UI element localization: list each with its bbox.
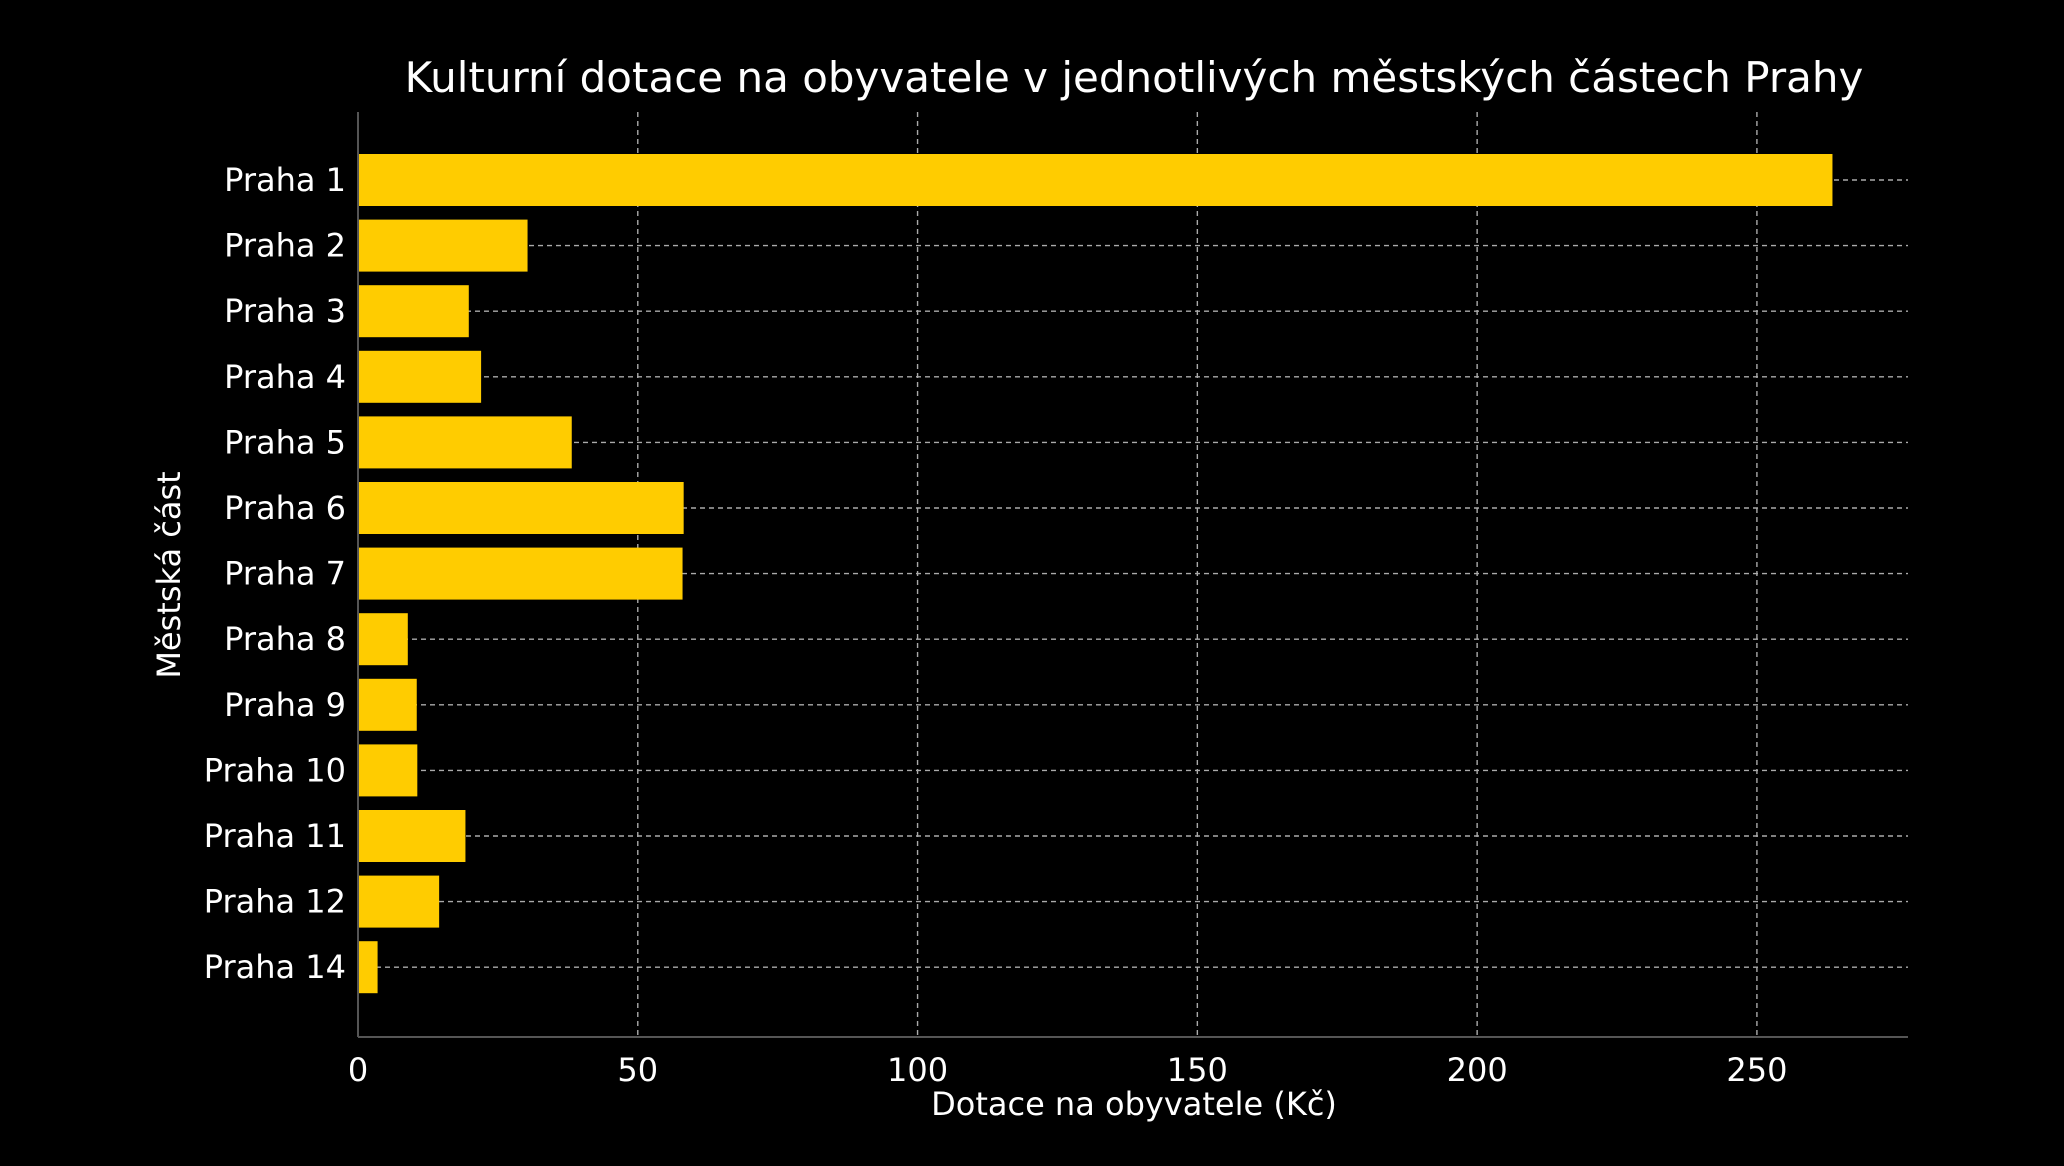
bar-praha-14 xyxy=(358,941,378,994)
bar-praha-7 xyxy=(358,547,683,600)
y-tick-label: Praha 4 xyxy=(224,358,346,396)
y-tick-labels: Praha 1 Praha 2 Praha 3 Praha 4 Praha 5 Praha… xyxy=(204,161,346,986)
bar-praha-4 xyxy=(358,350,482,403)
x-tick-labels: 0 50 100 150 200 250 xyxy=(348,1051,1788,1089)
chart-title: Kulturní dotace na obyvatele v jednotliv… xyxy=(405,53,1864,102)
bar-praha-3 xyxy=(358,285,469,338)
x-tick-label: 200 xyxy=(1447,1051,1508,1089)
y-tick-label: Praha 3 xyxy=(224,292,346,330)
y-tick-label: Praha 5 xyxy=(224,423,346,461)
y-tick-label: Praha 11 xyxy=(204,817,346,855)
grid-lines xyxy=(358,112,1908,1037)
y-tick-label: Praha 2 xyxy=(224,227,346,265)
x-tick-label: 50 xyxy=(617,1051,658,1089)
bar-praha-12 xyxy=(358,875,440,928)
x-tick-label: 150 xyxy=(1167,1051,1228,1089)
bar-praha-8 xyxy=(358,613,408,666)
y-tick-label: Praha 6 xyxy=(224,489,346,527)
x-tick-label: 250 xyxy=(1726,1051,1787,1089)
y-tick-label: Praha 8 xyxy=(224,620,346,658)
bar-praha-9 xyxy=(358,678,417,731)
y-tick-label: Praha 10 xyxy=(204,751,346,789)
bars xyxy=(358,154,1833,994)
bar-praha-1 xyxy=(358,154,1833,206)
bar-praha-11 xyxy=(358,810,466,862)
y-tick-label: Praha 9 xyxy=(224,686,346,724)
y-tick-label: Praha 1 xyxy=(224,161,346,199)
bar-praha-6 xyxy=(358,482,684,534)
x-tick-label: 100 xyxy=(887,1051,948,1089)
bar-praha-10 xyxy=(358,744,418,797)
x-tick-label: 0 xyxy=(348,1051,368,1089)
bar-praha-2 xyxy=(358,219,528,272)
y-tick-label: Praha 14 xyxy=(204,948,346,986)
y-axis-label: Městská část xyxy=(150,471,188,678)
x-axis-label: Dotace na obyvatele (Kč) xyxy=(931,1085,1337,1123)
axes xyxy=(357,112,1908,1038)
y-tick-label: Praha 7 xyxy=(224,555,346,593)
bar-praha-5 xyxy=(358,416,572,469)
y-tick-label: Praha 12 xyxy=(204,883,346,921)
